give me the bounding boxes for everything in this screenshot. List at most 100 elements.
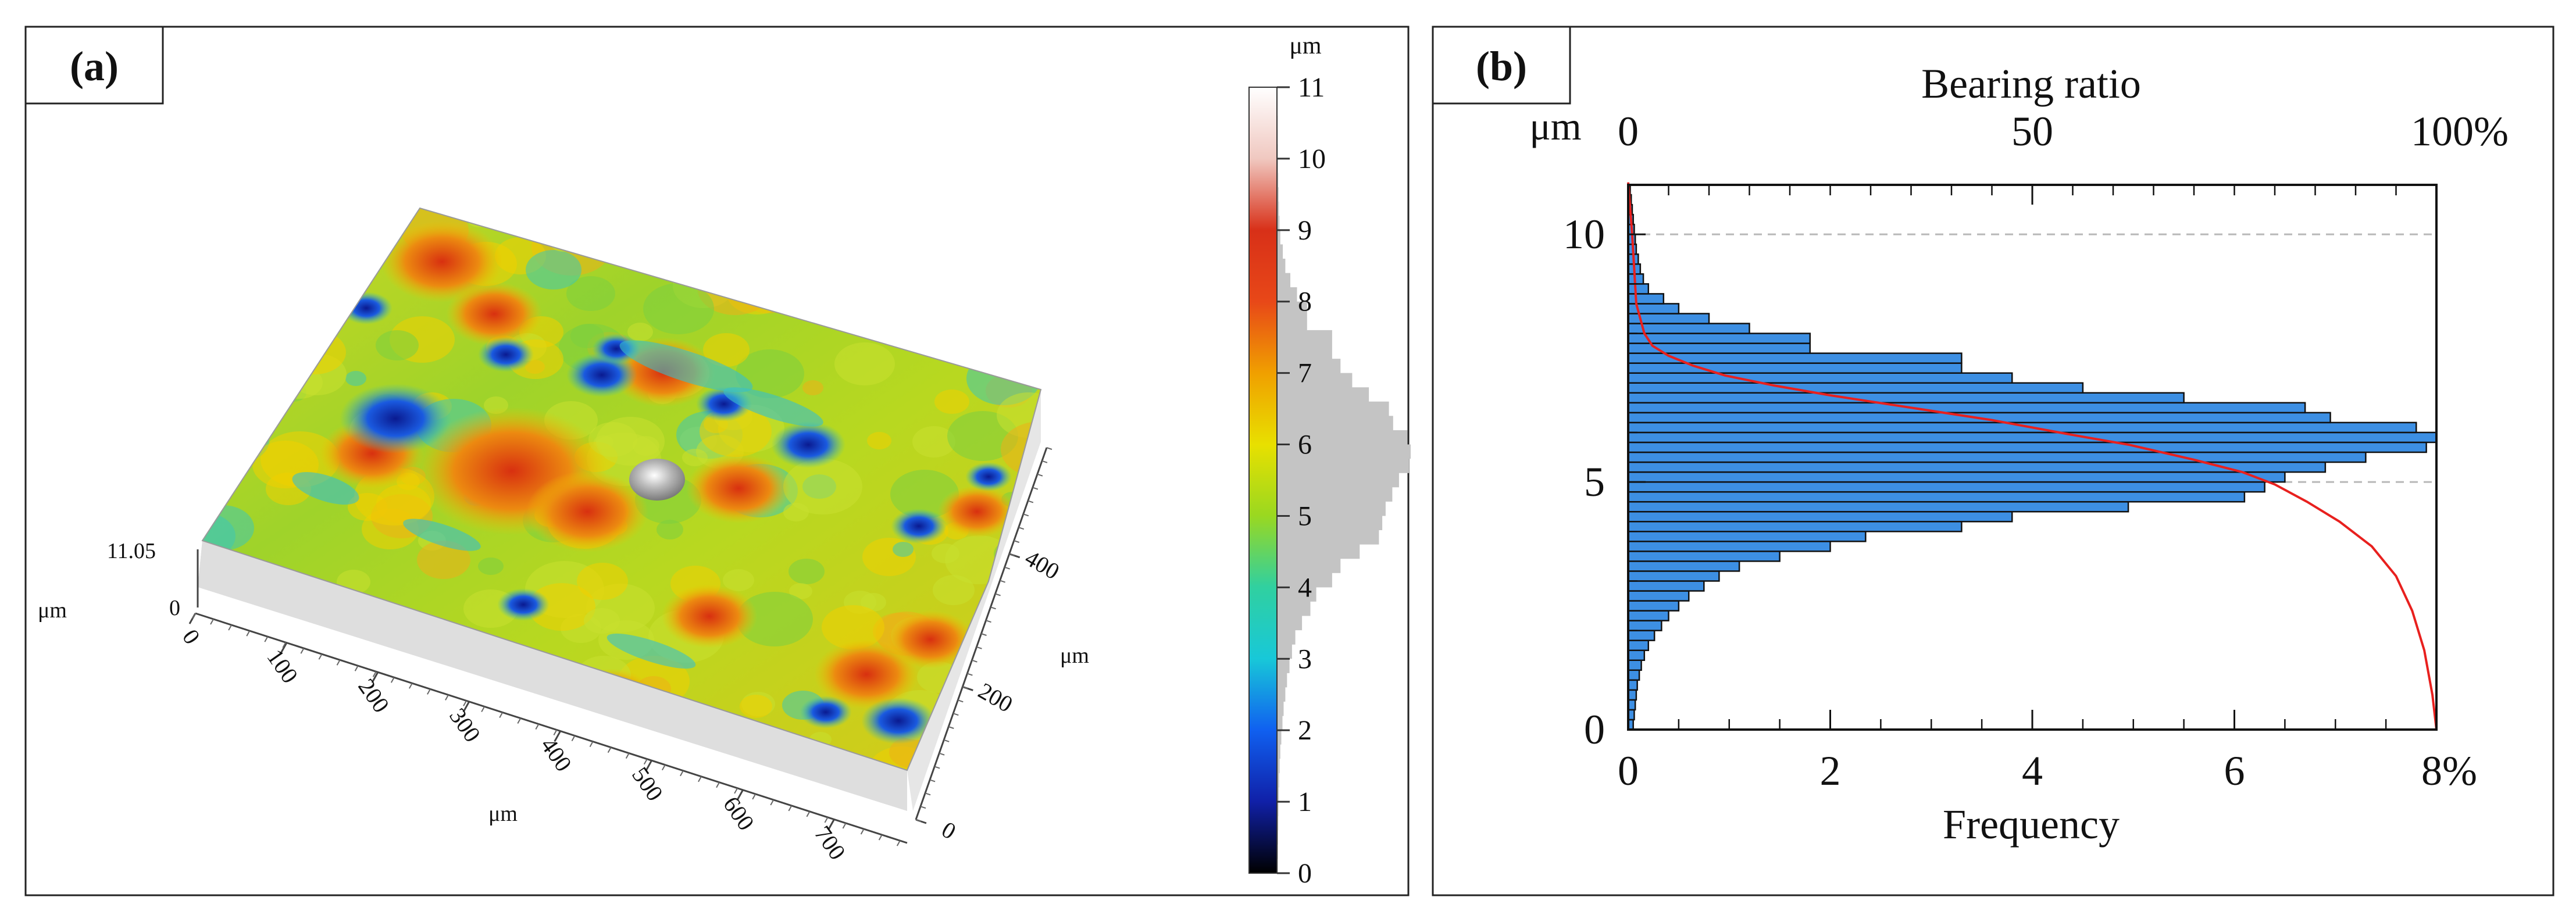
colorbar-histogram [1277, 87, 1411, 873]
x-axis-tick [645, 760, 652, 771]
surface-texture [220, 391, 261, 420]
surface-pit [800, 696, 852, 728]
x-axis-minor-tick [680, 770, 684, 777]
surface-texture [984, 208, 1024, 219]
surface-texture [308, 208, 386, 260]
surface-high-region [526, 471, 648, 552]
y-axis-tick-label: 0 [937, 816, 961, 845]
panel-a-label-box [24, 26, 164, 105]
surface-texture [743, 208, 763, 216]
surface-texture [920, 209, 980, 252]
y-axis-minor-tick [1009, 553, 1015, 556]
x-axis-minor-tick [661, 764, 666, 771]
surface-texture [202, 335, 223, 355]
y-axis-minor-tick [1046, 447, 1052, 450]
surface-peak [629, 459, 685, 501]
surface-texture [909, 214, 930, 229]
y-axis-minor-tick [1000, 580, 1005, 583]
surface-texture [384, 737, 419, 762]
surface-texture [1016, 208, 1041, 216]
x-axis-minor-tick [264, 636, 269, 642]
surface-texture [912, 426, 955, 458]
y-axis-minor-tick [934, 766, 940, 769]
histogram-bar [1627, 570, 1720, 582]
panel-b: (b) Bearing ratio Frequency μm 0 2 4 6 8%0 50… [1432, 26, 2554, 896]
histogram-bar [1627, 392, 2185, 404]
histogram-bar [1627, 481, 2265, 493]
histogram-bar [1627, 649, 1646, 661]
y-axis-minor-tick [976, 646, 982, 649]
y-axis-minor-tick [915, 819, 922, 822]
y-axis-minor-tick [1004, 566, 1010, 570]
x-axis-minor-tick [192, 613, 196, 619]
histogram-bar [1627, 421, 2417, 434]
surface-texture [202, 746, 230, 770]
surface-pit [965, 462, 1012, 491]
surface-texture [345, 371, 366, 386]
x-axis-minor-tick [589, 741, 594, 748]
surface-texture [633, 738, 659, 755]
surface-texture [584, 608, 620, 634]
surface-texture [598, 220, 636, 247]
x-axis-tick-label: 700 [809, 821, 851, 864]
surface-mid-region [619, 340, 753, 392]
x-axis-tick-label: 100 [262, 644, 303, 688]
surface-texture [789, 583, 812, 599]
surface-texture [202, 377, 239, 421]
surface-texture [1009, 757, 1041, 770]
surface-texture [703, 333, 750, 367]
surface-texture [202, 628, 275, 686]
surface-texture [304, 208, 376, 231]
surface-texture [822, 605, 884, 649]
surface-3d [198, 207, 1042, 811]
colorbar-tick-label: 5 [1298, 501, 1312, 531]
histogram-bar [1627, 431, 2438, 444]
x-axis-tick-label: 500 [627, 762, 668, 806]
surface-pit [497, 588, 550, 621]
x-axis-minor-tick [643, 759, 648, 765]
x-tick-label: 2 [1820, 748, 1841, 794]
y-axis-minor-tick [972, 659, 977, 663]
x-axis-minor-tick [607, 747, 612, 753]
y-axis-minor-tick [958, 699, 964, 703]
surface-texture [845, 208, 894, 235]
top-axis-title: Bearing ratio [1921, 60, 2141, 107]
surface-high-region [887, 610, 974, 669]
surface-texture [750, 208, 782, 217]
histogram-bar [1627, 293, 1665, 305]
colorbar-tick-label: 9 [1298, 215, 1312, 246]
surface-texture [245, 301, 314, 350]
surface-texture [783, 459, 862, 514]
surface-right-wall [907, 389, 1041, 811]
y-axis-minor-tick [1037, 473, 1043, 477]
y-axis-minor-tick [1014, 540, 1020, 543]
y-axis-unit: μm [1060, 644, 1089, 668]
histogram-bar [1627, 372, 2013, 384]
colorbar-tick-label: 3 [1298, 644, 1312, 674]
histogram-bar [1627, 639, 1649, 651]
surface-high-region [381, 221, 503, 302]
x-axis-minor-tick [246, 630, 251, 637]
colorbar-bar [1248, 87, 1278, 874]
x-tick-label: 8% [2421, 748, 2477, 794]
surface-texture [933, 575, 975, 605]
y-axis-minor-tick [1023, 513, 1029, 517]
surface-texture [202, 270, 250, 315]
surface-texture [627, 323, 653, 341]
x-axis-minor-tick [427, 688, 431, 695]
histogram-bar [1627, 352, 1963, 364]
histogram-bar [1627, 580, 1705, 592]
surface-texture [278, 208, 344, 234]
y-axis-minor-tick [929, 779, 936, 782]
surface-high-region [686, 453, 791, 523]
histogram-bar [1627, 510, 2013, 523]
surface-texture [306, 287, 342, 313]
surface-texture [657, 520, 683, 539]
surface-texture [405, 739, 452, 770]
x-axis-minor-tick [372, 671, 377, 677]
surface-texture [319, 754, 366, 770]
surface-pit [771, 421, 845, 468]
x-axis-unit: μm [488, 802, 518, 826]
surface-texture [802, 380, 823, 395]
y-axis-minor-tick [1027, 500, 1034, 503]
